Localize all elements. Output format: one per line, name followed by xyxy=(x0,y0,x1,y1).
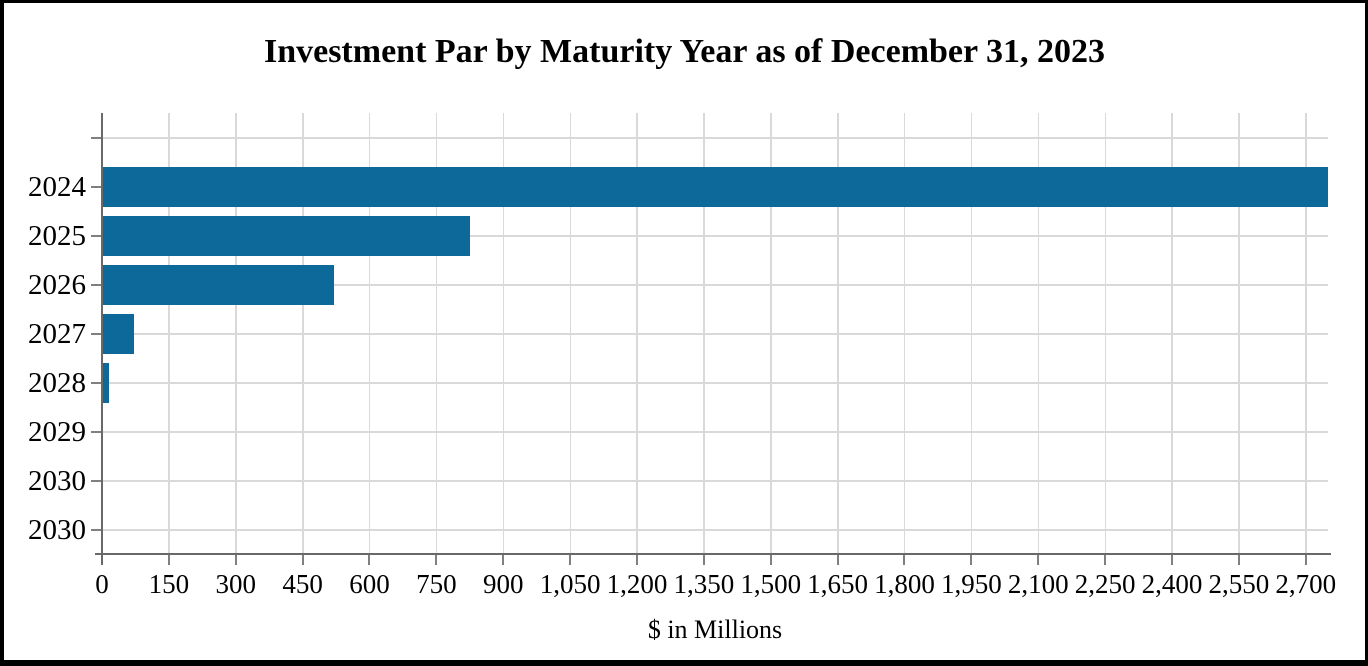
bar xyxy=(102,215,470,256)
x-tick-label: 1,050 xyxy=(539,569,601,599)
x-axis-title: $ in Millions xyxy=(647,615,783,644)
x-tick xyxy=(903,554,906,565)
x-tick xyxy=(970,554,973,565)
x-axis-line xyxy=(95,553,1331,555)
x-tick xyxy=(1304,554,1307,565)
x-tick xyxy=(301,554,304,565)
bar xyxy=(102,166,1328,207)
x-tick xyxy=(1104,554,1107,565)
x-tick-label: 1,650 xyxy=(807,569,868,599)
x-tick xyxy=(1237,554,1240,565)
x-tick-label: 600 xyxy=(349,569,390,599)
y-tick xyxy=(91,234,102,237)
y-tick-label: 2026 xyxy=(28,268,86,301)
x-tick xyxy=(769,554,772,565)
x-tick-label: 0 xyxy=(95,569,109,599)
x-tick xyxy=(502,554,505,565)
x-tick-label: 2,700 xyxy=(1275,569,1337,599)
y-tick-label: 2027 xyxy=(28,317,86,350)
y-tick xyxy=(91,283,102,286)
x-tick xyxy=(1037,554,1040,565)
y-tick xyxy=(91,430,102,433)
x-tick-label: 1,950 xyxy=(940,569,1002,599)
horizontal-gridline xyxy=(102,137,1328,139)
horizontal-gridline xyxy=(102,382,1328,384)
chart-title: Investment Par by Maturity Year as of De… xyxy=(263,33,1106,70)
horizontal-gridline xyxy=(102,529,1328,531)
y-tick xyxy=(91,381,102,384)
y-tick-label: 2030 xyxy=(28,513,86,546)
x-tick xyxy=(569,554,572,565)
x-tick-label: 300 xyxy=(215,569,256,599)
y-tick xyxy=(91,185,102,188)
y-tick xyxy=(91,136,102,139)
x-tick-label: 900 xyxy=(482,569,524,599)
y-tick-label: 2030 xyxy=(28,464,86,497)
x-tick-label: 1,800 xyxy=(874,569,935,599)
y-tick-label: 2025 xyxy=(28,219,86,252)
x-tick-label: 1,500 xyxy=(740,569,802,599)
x-tick xyxy=(836,554,839,565)
horizontal-gridline xyxy=(102,431,1328,433)
horizontal-gridline xyxy=(102,480,1328,482)
x-tick-label: 150 xyxy=(148,569,190,599)
y-tick-label: 2024 xyxy=(28,170,86,203)
horizontal-gridline xyxy=(102,333,1328,335)
x-tick xyxy=(435,554,438,565)
x-tick xyxy=(702,554,705,565)
x-tick-label: 2,550 xyxy=(1208,569,1270,599)
x-tick-label: 750 xyxy=(416,569,457,599)
x-tick xyxy=(635,554,638,565)
bar xyxy=(102,313,135,354)
y-tick-label: 2028 xyxy=(28,366,86,399)
bar xyxy=(102,362,109,403)
x-tick-label: 1,350 xyxy=(673,569,735,599)
x-tick xyxy=(368,554,371,565)
y-axis-line xyxy=(101,113,103,565)
horizontal-gridline xyxy=(102,284,1328,286)
y-tick-label: 2029 xyxy=(28,415,86,448)
x-tick xyxy=(1170,554,1173,565)
x-tick xyxy=(167,554,170,565)
bar xyxy=(102,264,334,305)
x-tick xyxy=(234,554,237,565)
x-tick-label: 2,400 xyxy=(1141,569,1203,599)
x-tick-label: 2,100 xyxy=(1007,569,1069,599)
x-tick-label: 450 xyxy=(282,569,323,599)
x-tick-label: 2,250 xyxy=(1074,569,1136,599)
horizontal-gridline xyxy=(102,235,1328,237)
y-tick xyxy=(91,332,102,335)
y-tick xyxy=(91,528,102,531)
y-tick xyxy=(91,479,102,482)
x-tick-label: 1,200 xyxy=(606,569,668,599)
